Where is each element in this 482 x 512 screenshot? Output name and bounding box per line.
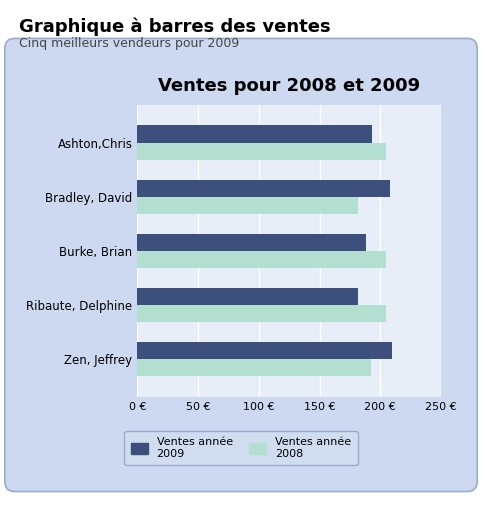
Bar <box>137 288 359 305</box>
Bar <box>137 251 387 268</box>
Bar <box>137 180 390 197</box>
Bar <box>137 143 387 160</box>
Bar <box>137 197 359 214</box>
Title: Ventes pour 2008 et 2009: Ventes pour 2008 et 2009 <box>158 77 420 95</box>
Text: Cinq meilleurs vendeurs pour 2009: Cinq meilleurs vendeurs pour 2009 <box>19 37 240 50</box>
Bar <box>137 359 371 376</box>
Bar <box>137 125 372 143</box>
Text: Graphique à barres des ventes: Graphique à barres des ventes <box>19 18 331 36</box>
Bar <box>137 233 366 251</box>
Legend: Ventes année
2009, Ventes année
2008: Ventes année 2009, Ventes année 2008 <box>124 431 358 465</box>
Bar <box>137 305 387 322</box>
FancyBboxPatch shape <box>5 38 477 492</box>
Bar <box>137 342 392 359</box>
